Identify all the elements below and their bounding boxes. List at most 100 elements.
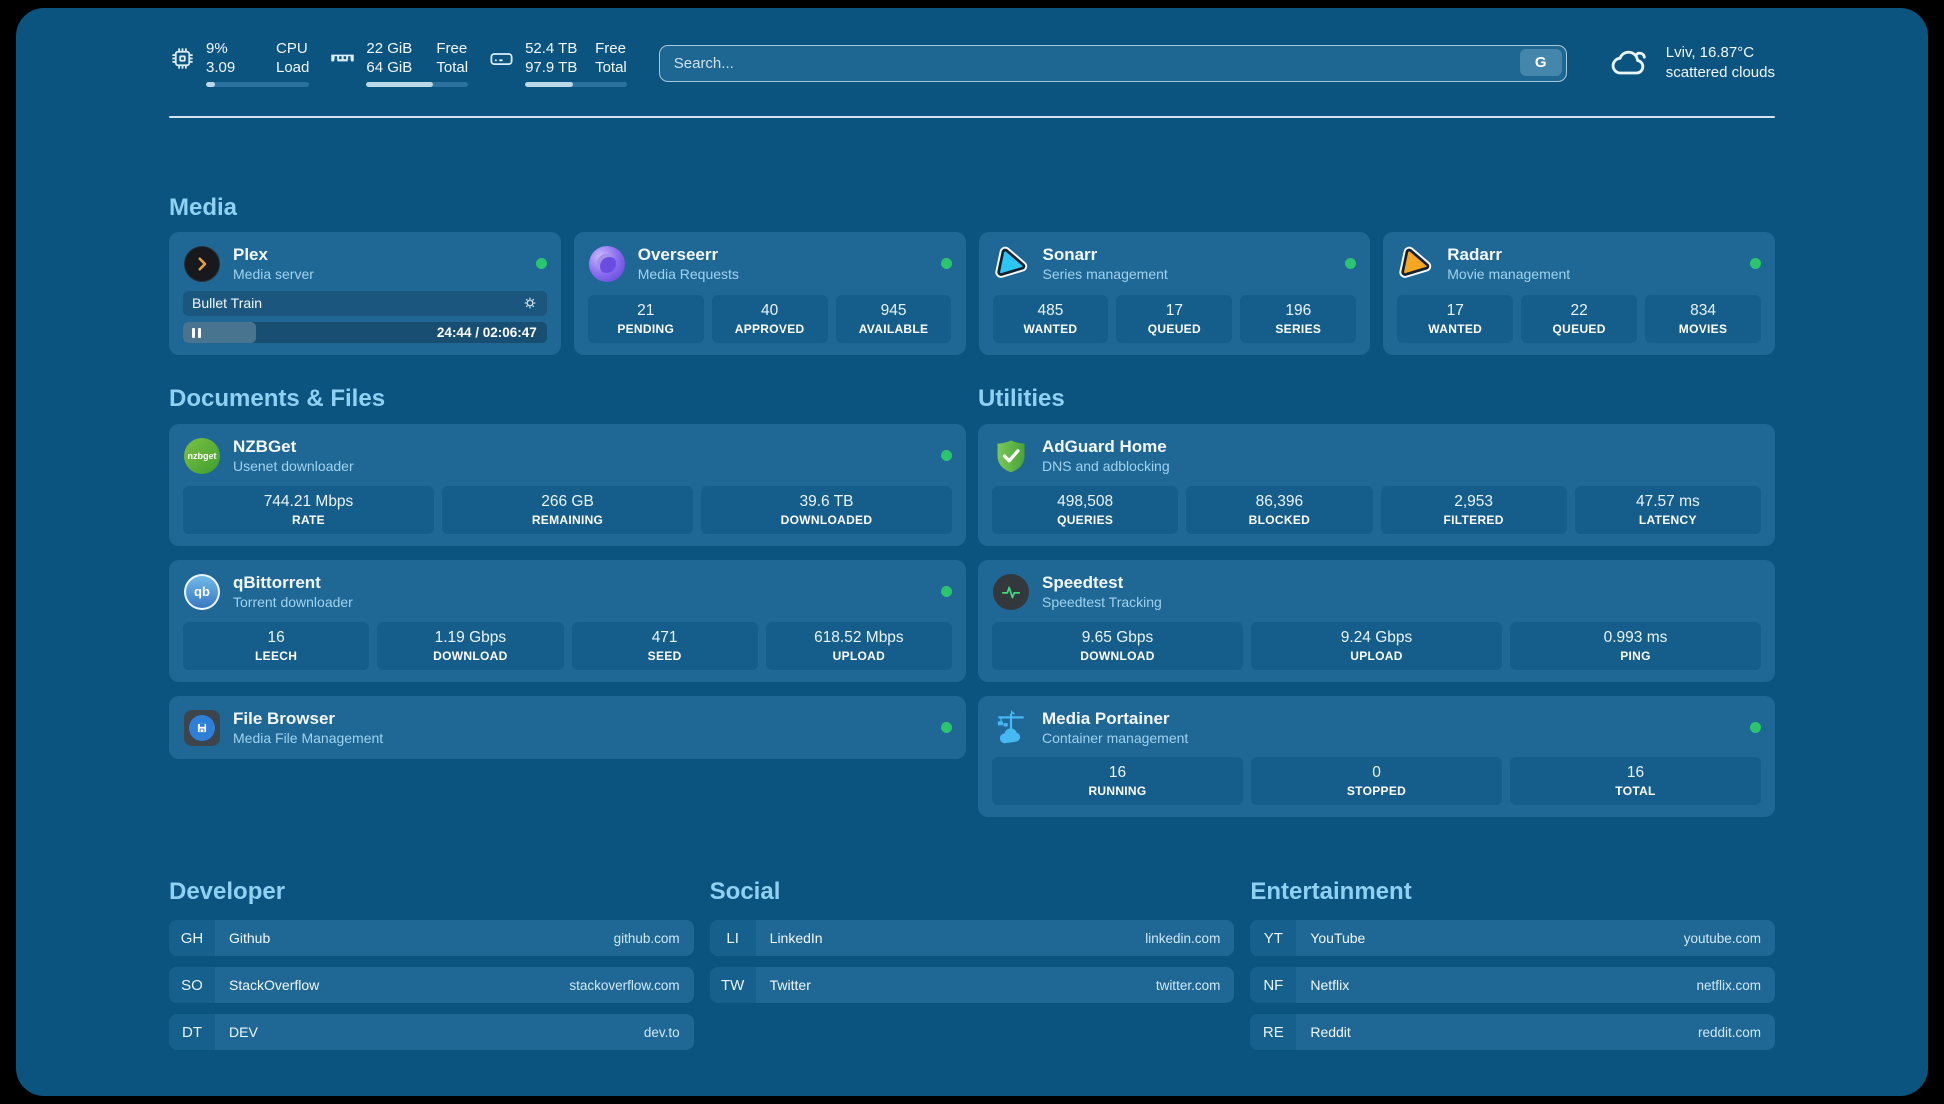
- bookmark-linkedin[interactable]: LI LinkedIn linkedin.com: [709, 920, 1235, 956]
- app-card-adguard[interactable]: AdGuard Home DNS and adblocking 498,508 Q…: [978, 424, 1775, 546]
- adguard-icon: [992, 437, 1030, 475]
- bookmark-domain: youtube.com: [1683, 930, 1761, 946]
- app-title: Overseerr: [637, 245, 719, 264]
- cpu-percent: 9%: [206, 40, 228, 57]
- app-title: Radarr: [1447, 245, 1503, 264]
- app-title: Media Portainer: [1042, 709, 1170, 728]
- ram-stat: 22 GiB 64 GiB Free Total: [329, 39, 469, 87]
- stat-box: 17 QUEUED: [1116, 295, 1233, 343]
- app-card-filebrowser[interactable]: File Browser Media File Management: [169, 696, 966, 759]
- filebrowser-icon: [183, 709, 221, 747]
- gear-icon[interactable]: [522, 295, 538, 311]
- app-card-radarr[interactable]: Radarr Movie management 17 WANTED 22 QUEUE…: [1383, 232, 1775, 355]
- bookmark-stackoverflow[interactable]: SO StackOverflow stackoverflow.com: [169, 967, 694, 1003]
- stat-box: 498,508 QUERIES: [992, 486, 1179, 534]
- stat-box: 945 AVAILABLE: [835, 295, 952, 343]
- bookmark-name: StackOverflow: [229, 977, 320, 993]
- cpu-icon: [172, 47, 193, 69]
- media-grid: Plex Media server Bullet Train 24:44 / 0…: [169, 232, 1775, 355]
- ram-total: 64 GiB: [366, 59, 413, 76]
- stat-box: 9.65 Gbps DOWNLOAD: [992, 622, 1243, 670]
- section-title-entertainment: Entertainment: [1250, 878, 1412, 905]
- status-dot: [1750, 258, 1761, 269]
- app-subtitle: Series management: [1042, 266, 1168, 282]
- bookmark-abbr: LI: [709, 920, 756, 956]
- ram-label: Free: [436, 40, 468, 57]
- bookmark-name: Netflix: [1310, 977, 1350, 993]
- dashboard: 9% 3.09 CPU Load: [16, 8, 1928, 1096]
- stat-box: 16 LEECH: [183, 622, 370, 670]
- playback-progress-bar[interactable]: 24:44 / 02:06:47: [183, 321, 547, 343]
- now-playing-title: Bullet Train: [192, 295, 263, 312]
- bookmark-youtube[interactable]: YT YouTube youtube.com: [1250, 920, 1775, 956]
- bookmark-name: LinkedIn: [769, 930, 823, 946]
- stat-box: 21 PENDING: [587, 295, 704, 343]
- app-card-sonarr[interactable]: Sonarr Series management 485 WANTED 17 QUE…: [978, 232, 1371, 355]
- stat-box: 39.6 TB DOWNLOADED: [701, 486, 952, 534]
- app-subtitle: Movie management: [1447, 266, 1571, 282]
- bookmark-github[interactable]: GH Github github.com: [169, 920, 694, 956]
- bookmark-abbr: YT: [1250, 920, 1297, 956]
- disk-label2: Total: [595, 59, 627, 76]
- app-subtitle: Speedtest Tracking: [1042, 594, 1162, 610]
- ram-icon: [331, 54, 355, 61]
- section-title-social: Social: [709, 878, 781, 905]
- stat-box: 22 QUEUED: [1521, 295, 1638, 343]
- stat-box: 0 STOPPED: [1251, 757, 1502, 805]
- bookmark-twitter[interactable]: TW Twitter twitter.com: [709, 967, 1235, 1003]
- status-dot: [941, 450, 952, 461]
- playback-time: 24:44 / 02:06:47: [436, 324, 537, 340]
- bookmark-name: Reddit: [1310, 1024, 1351, 1040]
- pause-icon[interactable]: [192, 327, 201, 338]
- app-title: Speedtest: [1042, 573, 1124, 592]
- status-dot: [1750, 722, 1761, 733]
- qbittorrent-icon: qb: [183, 573, 221, 611]
- app-card-plex[interactable]: Plex Media server Bullet Train 24:44 / 0…: [169, 232, 561, 355]
- developer-bookmarks: GH Github github.com SO StackOverflow st…: [169, 920, 694, 1050]
- bookmark-netflix[interactable]: NF Netflix netflix.com: [1250, 967, 1775, 1003]
- app-card-portainer[interactable]: Media Portainer Container management 16 R…: [978, 696, 1775, 817]
- status-dot: [941, 722, 952, 733]
- stat-box: 17 WANTED: [1397, 295, 1514, 343]
- bookmark-dev[interactable]: DT DEV dev.to: [169, 1014, 694, 1050]
- disk-icon: [490, 52, 513, 65]
- status-dot: [535, 258, 547, 269]
- ram-progress: [366, 82, 469, 87]
- status-dot: [941, 586, 952, 597]
- stat-box: 16 TOTAL: [1510, 757, 1761, 805]
- stat-box: 485 WANTED: [992, 295, 1109, 343]
- utilities-column: AdGuard Home DNS and adblocking 498,508 Q…: [978, 424, 1775, 817]
- bookmark-name: YouTube: [1310, 930, 1366, 946]
- stat-box: 47.57 ms LATENCY: [1574, 486, 1761, 534]
- app-subtitle: Media server: [233, 266, 314, 282]
- weather-condition: scattered clouds: [1665, 64, 1775, 81]
- portainer-icon: [992, 709, 1030, 747]
- now-playing-row[interactable]: Bullet Train: [183, 291, 547, 316]
- stat-box: 16 RUNNING: [992, 757, 1243, 805]
- app-card-speedtest[interactable]: Speedtest Speedtest Tracking 9.65 Gbps DO…: [978, 560, 1775, 682]
- app-title: File Browser: [233, 709, 336, 728]
- section-title-documents: Documents & Files: [169, 385, 386, 412]
- disk-progress: [525, 82, 627, 87]
- bookmark-name: DEV: [229, 1024, 258, 1040]
- weather-widget: Lviv, 16.87°C scattered clouds: [1607, 43, 1775, 83]
- app-card-overseerr[interactable]: Overseerr Media Requests 21 PENDING 40 APP…: [573, 232, 966, 355]
- bookmark-abbr: RE: [1250, 1014, 1297, 1050]
- stat-box: 0.993 ms PING: [1510, 622, 1761, 670]
- search-bar: G: [658, 44, 1567, 82]
- bookmark-domain: twitter.com: [1155, 977, 1221, 993]
- bookmark-abbr: TW: [709, 967, 756, 1003]
- stat-box: 744.21 Mbps RATE: [183, 486, 434, 534]
- app-card-nzbget[interactable]: nzbget NZBGet Usenet downloader 744.21 M…: [169, 424, 966, 546]
- stat-box: 266 GB REMAINING: [442, 486, 693, 534]
- stat-box: 196 SERIES: [1240, 295, 1357, 343]
- app-card-qbittorrent[interactable]: qb qBittorrent Torrent downloader 16 LEEC…: [169, 560, 966, 682]
- section-title-media: Media: [169, 194, 238, 221]
- bookmark-name: Github: [229, 930, 271, 946]
- sonarr-icon: [993, 245, 1031, 283]
- disk-total: 97.9 TB: [525, 59, 578, 76]
- bookmark-reddit[interactable]: RE Reddit reddit.com: [1250, 1014, 1775, 1050]
- search-input[interactable]: [659, 54, 1566, 72]
- search-engine-button[interactable]: G: [1519, 49, 1562, 76]
- stat-box: 9.24 Gbps UPLOAD: [1251, 622, 1502, 670]
